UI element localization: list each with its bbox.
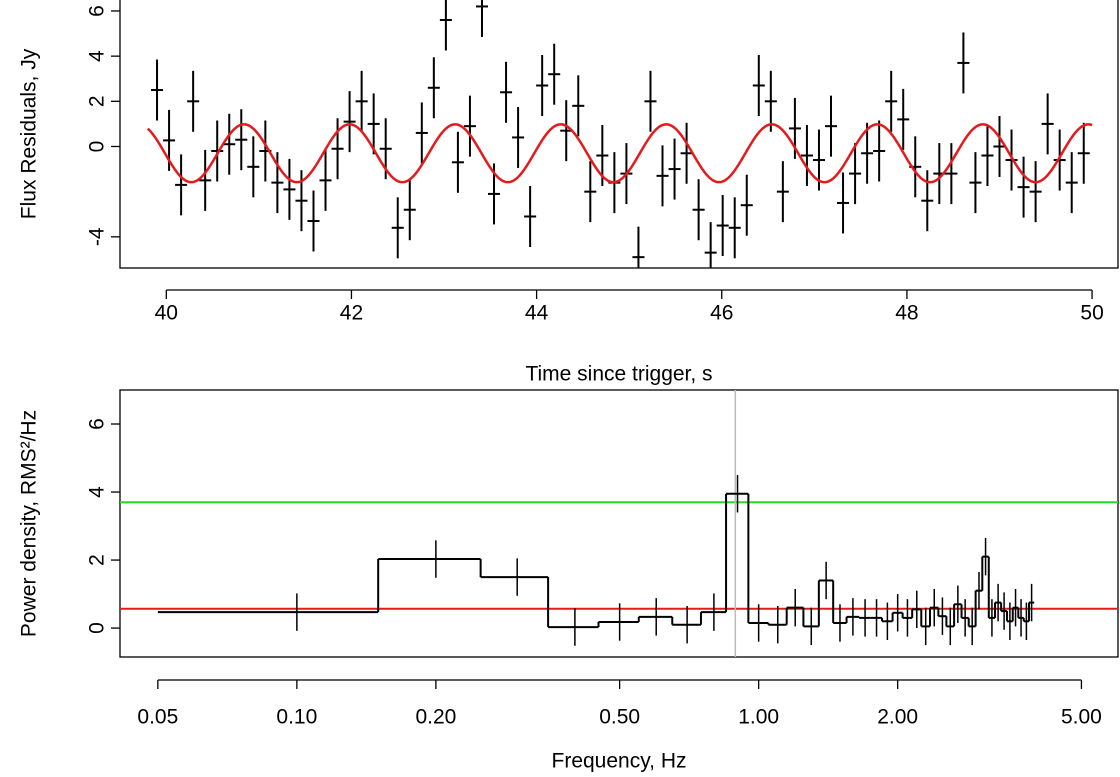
y-axis-label: Power density, RMS²/Hz [18,410,41,637]
x-tick-label: 5.00 [1061,706,1102,729]
y-tick-label: 0 [86,141,109,153]
plot-area [146,0,1093,268]
y-tick-label: -4 [86,227,109,246]
x-tick-label: 0.05 [137,706,178,729]
x-axis-label: Time since trigger, s [525,363,712,386]
fit-curve [146,123,1093,184]
x-tick-label: 40 [155,302,178,325]
x-tick-label: 44 [525,302,549,325]
y-tick-label: 2 [86,95,109,107]
y-tick-label: 6 [86,418,109,430]
x-axis-label: Frequency, Hz [552,750,687,773]
plot-area [120,390,1118,657]
x-tick-label: 48 [895,302,918,325]
x-tick-label: 2.00 [877,706,918,729]
x-tick-label: 42 [340,302,363,325]
y-tick-label: 6 [86,5,109,17]
x-tick-label: 0.10 [276,706,317,729]
panel: 0.05 0.10 0.20 0.50 1.00 2.00 5.00 Frequency, H… [18,389,1119,773]
x-tick-label: 50 [1080,302,1103,325]
plot-frame [119,0,1119,269]
plot-frame [119,389,1119,658]
x-tick-label: 0.20 [415,706,456,729]
x-tick-label: 46 [710,302,733,325]
x-tick-label: 1.00 [738,706,779,729]
y-tick-label: 2 [86,554,109,566]
y-tick-label: 4 [86,50,109,62]
y-tick-label: 0 [86,622,109,634]
x-tick-label: 0.50 [599,706,640,729]
y-tick-label: 4 [86,486,109,498]
y-axis-label: Flux Residuals, Jy [18,48,41,219]
